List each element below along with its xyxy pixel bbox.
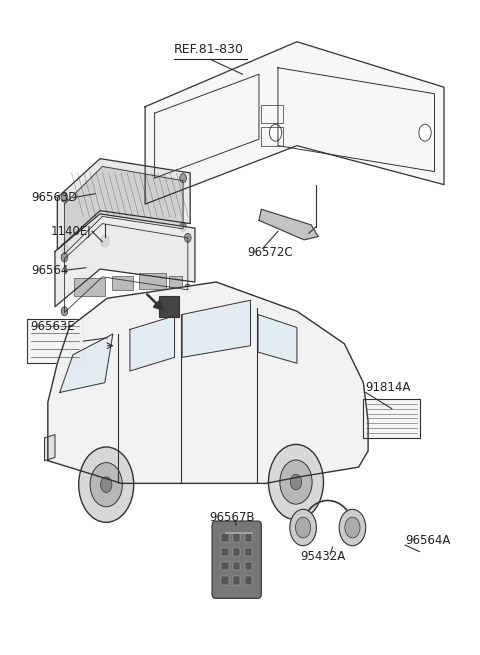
Circle shape: [296, 517, 311, 538]
Bar: [112, 276, 133, 290]
Circle shape: [90, 462, 122, 507]
Bar: [159, 296, 179, 317]
Polygon shape: [57, 159, 190, 250]
Polygon shape: [60, 334, 113, 392]
Bar: [221, 562, 228, 571]
Bar: [261, 128, 283, 145]
Circle shape: [184, 233, 191, 242]
Bar: [26, 319, 84, 364]
Circle shape: [100, 477, 112, 493]
Circle shape: [100, 235, 109, 247]
Bar: [363, 399, 420, 438]
Bar: [139, 273, 166, 289]
Polygon shape: [182, 300, 251, 358]
Circle shape: [280, 460, 312, 504]
Bar: [221, 548, 228, 556]
Circle shape: [180, 222, 186, 231]
Circle shape: [419, 124, 431, 141]
Text: 96572C: 96572C: [247, 246, 293, 259]
Circle shape: [345, 517, 360, 538]
Circle shape: [269, 124, 282, 141]
Text: 96564A: 96564A: [405, 534, 451, 547]
FancyBboxPatch shape: [212, 521, 261, 598]
Polygon shape: [48, 282, 368, 483]
Text: 96567B: 96567B: [209, 511, 255, 523]
Bar: [245, 533, 252, 542]
Bar: [233, 548, 240, 556]
Polygon shape: [130, 316, 175, 371]
Text: 96564: 96564: [31, 264, 69, 277]
Circle shape: [61, 243, 68, 252]
Text: 96563D: 96563D: [31, 191, 78, 204]
Circle shape: [184, 284, 191, 293]
Bar: [245, 576, 252, 585]
Circle shape: [180, 174, 186, 183]
Text: 91814A: 91814A: [366, 381, 411, 394]
Text: 96563E: 96563E: [30, 320, 75, 333]
Bar: [245, 562, 252, 571]
Bar: [221, 533, 228, 542]
Polygon shape: [45, 435, 55, 460]
Bar: [261, 105, 283, 123]
Polygon shape: [64, 166, 183, 254]
Bar: [169, 276, 182, 290]
Circle shape: [79, 447, 134, 522]
Polygon shape: [258, 314, 297, 364]
Circle shape: [61, 253, 68, 262]
Polygon shape: [55, 214, 195, 307]
Polygon shape: [145, 42, 444, 204]
Circle shape: [268, 444, 324, 519]
Text: 1140EJ: 1140EJ: [50, 225, 91, 238]
Circle shape: [61, 193, 68, 202]
Bar: [233, 576, 240, 585]
Circle shape: [290, 510, 316, 546]
Circle shape: [61, 307, 68, 316]
Bar: [233, 533, 240, 542]
Circle shape: [290, 474, 301, 490]
Bar: [233, 562, 240, 571]
Bar: [74, 278, 105, 296]
Bar: [221, 576, 228, 585]
Circle shape: [339, 510, 366, 546]
Text: 95432A: 95432A: [301, 550, 346, 563]
Bar: [245, 548, 252, 556]
Polygon shape: [259, 210, 318, 240]
Text: REF.81-830: REF.81-830: [174, 43, 243, 56]
